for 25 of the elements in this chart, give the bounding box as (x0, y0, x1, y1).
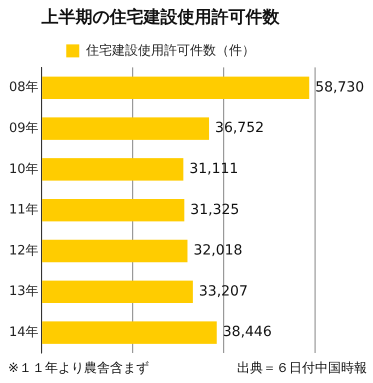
bar (42, 158, 184, 181)
bar (42, 76, 310, 100)
y-tick-label: 12年 (8, 243, 39, 258)
legend-label: 住宅建設使用許可件数（件） (84, 42, 255, 58)
y-tick-label: 14年 (8, 324, 39, 340)
bar (42, 117, 210, 140)
y-tick-label: 11年 (8, 202, 39, 218)
source-note: 出典＝６日付中国時報 (237, 360, 367, 376)
data-label: 33,207 (198, 283, 248, 300)
y-tick-label: 09年 (8, 120, 39, 136)
bar (42, 280, 193, 304)
bar (42, 240, 188, 262)
y-tick-label: 10年 (8, 162, 39, 177)
data-label: 32,018 (193, 242, 242, 259)
y-tick-label: 13年 (8, 284, 39, 300)
bar (42, 198, 184, 222)
data-label: 36,752 (215, 120, 264, 136)
data-label: 31,325 (190, 202, 240, 218)
text: ※１１年より農舎含まず (8, 360, 149, 376)
data-label: 58,730 (315, 79, 364, 96)
bar (42, 321, 217, 344)
data-label: 38,446 (222, 324, 272, 340)
data-label: 31,111 (189, 161, 238, 178)
y-tick-label: 08年 (8, 80, 39, 96)
chart-title: 上半期の住宅建設使用許可件数 (40, 8, 280, 28)
